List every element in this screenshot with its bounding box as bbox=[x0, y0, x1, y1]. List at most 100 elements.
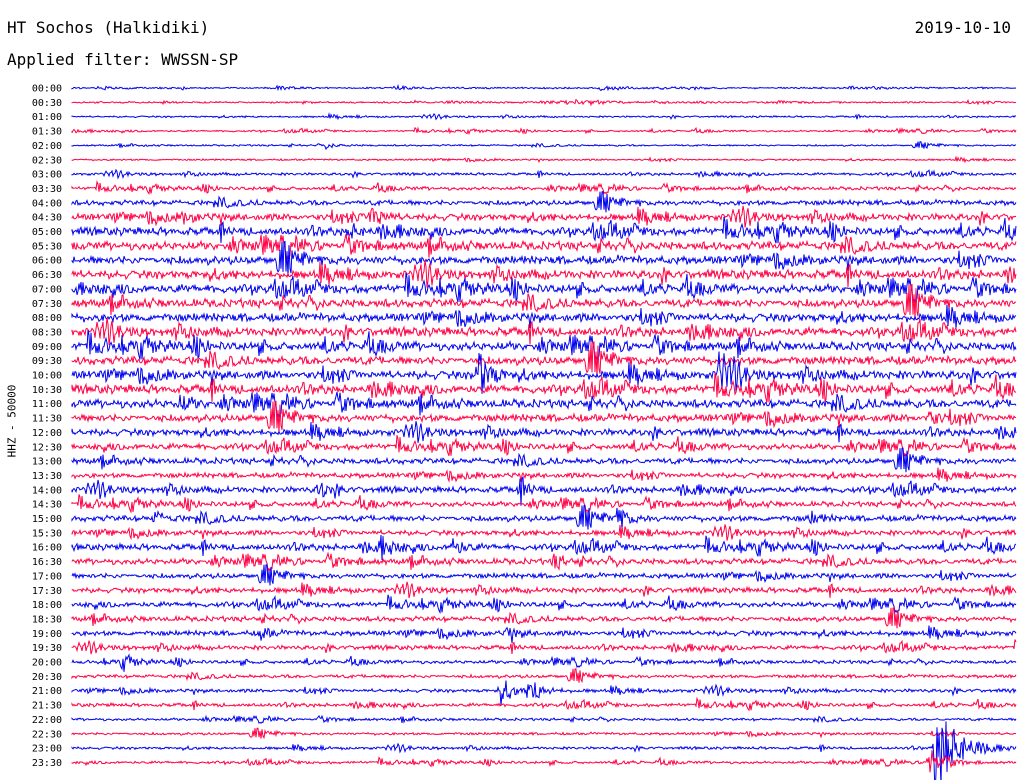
station-title: HT Sochos (Halkidiki) bbox=[7, 18, 210, 37]
trace-row-15:30 bbox=[71, 524, 1017, 541]
trace-row-20:00 bbox=[71, 653, 1017, 672]
row-time-label: 00:00 bbox=[32, 84, 62, 95]
row-time-label: 18:30 bbox=[32, 614, 62, 625]
trace-row-02:00 bbox=[71, 141, 1016, 151]
trace-row-08:00 bbox=[71, 304, 1017, 329]
trace-row-11:30 bbox=[71, 400, 1017, 433]
row-time-label: 10:00 bbox=[32, 371, 62, 382]
row-time-label: 13:30 bbox=[32, 471, 62, 482]
trace-row-13:30 bbox=[71, 467, 1017, 483]
trace-row-18:30 bbox=[71, 607, 1017, 629]
row-time-label: 04:30 bbox=[32, 213, 62, 224]
trace-row-06:30 bbox=[71, 260, 1017, 288]
row-time-label: 06:00 bbox=[32, 256, 62, 267]
trace-row-12:00 bbox=[71, 421, 1017, 443]
time-tick-labels: 00:00 00:30 01:00 01:30 02:00 02:30 03:00 03:30… bbox=[32, 84, 62, 769]
row-time-label: 12:00 bbox=[32, 428, 62, 439]
trace-row-23:30 bbox=[71, 750, 1017, 773]
row-time-label: 13:00 bbox=[32, 457, 62, 468]
trace-row-17:00 bbox=[71, 564, 1017, 586]
trace-row-13:00 bbox=[71, 447, 1017, 473]
row-time-label: 16:00 bbox=[32, 543, 62, 554]
trace-row-14:00 bbox=[71, 475, 1017, 506]
trace-row-23:00 bbox=[71, 721, 1017, 780]
row-time-label: 18:00 bbox=[32, 600, 62, 611]
trace-row-01:30 bbox=[71, 126, 1017, 136]
trace-row-02:30 bbox=[71, 155, 1017, 164]
row-time-label: 00:30 bbox=[32, 98, 62, 109]
trace-row-03:30 bbox=[71, 180, 1017, 195]
trace-row-10:30 bbox=[71, 372, 1017, 403]
row-time-label: 19:00 bbox=[32, 629, 62, 640]
row-time-label: 14:30 bbox=[32, 500, 62, 511]
row-time-label: 03:30 bbox=[32, 184, 62, 195]
trace-row-15:00 bbox=[71, 504, 1017, 530]
row-time-label: 07:30 bbox=[32, 299, 62, 310]
trace-row-00:00 bbox=[71, 84, 1017, 92]
row-time-label: 15:30 bbox=[32, 528, 62, 539]
trace-row-10:00 bbox=[71, 351, 1017, 394]
row-time-label: 22:00 bbox=[32, 715, 62, 726]
row-time-label: 02:00 bbox=[32, 141, 62, 152]
trace-row-16:30 bbox=[71, 551, 1017, 572]
trace-row-06:00 bbox=[71, 240, 1017, 277]
row-time-label: 14:00 bbox=[32, 485, 62, 496]
filter-label: Applied filter: WWSSN-SP bbox=[7, 50, 239, 69]
trace-row-22:30 bbox=[71, 727, 1017, 740]
row-time-label: 16:30 bbox=[32, 557, 62, 568]
trace-row-11:00 bbox=[71, 391, 1017, 418]
trace-row-05:00 bbox=[71, 216, 1017, 244]
trace-row-07:00 bbox=[71, 272, 1017, 304]
row-time-label: 08:30 bbox=[32, 327, 62, 338]
trace-row-16:00 bbox=[71, 534, 1017, 561]
row-time-label: 12:30 bbox=[32, 442, 62, 453]
trace-row-22:00 bbox=[71, 714, 1017, 724]
row-time-label: 15:00 bbox=[32, 514, 62, 525]
trace-row-20:30 bbox=[71, 668, 1017, 684]
row-time-label: 19:30 bbox=[32, 643, 62, 654]
row-time-label: 17:00 bbox=[32, 571, 62, 582]
row-time-label: 11:30 bbox=[32, 414, 62, 425]
trace-row-07:30 bbox=[71, 283, 1017, 320]
row-time-label: 17:30 bbox=[32, 586, 62, 597]
seismogram-traces bbox=[71, 84, 1017, 780]
trace-row-09:00 bbox=[71, 329, 1017, 361]
row-time-label: 05:00 bbox=[32, 227, 62, 238]
trace-row-14:30 bbox=[71, 494, 1017, 514]
row-time-label: 07:00 bbox=[32, 284, 62, 295]
trace-row-09:30 bbox=[71, 341, 1017, 377]
trace-row-21:00 bbox=[71, 680, 1017, 706]
row-time-label: 20:00 bbox=[32, 658, 62, 669]
trace-row-05:30 bbox=[71, 233, 1017, 261]
row-time-label: 21:00 bbox=[32, 686, 62, 697]
trace-row-04:00 bbox=[71, 190, 1017, 213]
row-time-label: 03:00 bbox=[32, 170, 62, 181]
trace-row-00:30 bbox=[71, 98, 1017, 107]
row-time-label: 21:30 bbox=[32, 701, 62, 712]
trace-row-03:00 bbox=[71, 168, 1017, 180]
row-time-label: 23:00 bbox=[32, 744, 62, 755]
row-time-label: 05:30 bbox=[32, 241, 62, 252]
trace-row-12:30 bbox=[71, 435, 1017, 458]
row-time-label: 09:30 bbox=[32, 356, 62, 367]
row-time-label: 23:30 bbox=[32, 758, 62, 769]
trace-row-01:00 bbox=[71, 112, 1017, 121]
trace-row-04:30 bbox=[71, 205, 1017, 228]
trace-row-21:30 bbox=[71, 696, 1017, 712]
row-time-label: 01:00 bbox=[32, 112, 62, 123]
row-time-label: 20:30 bbox=[32, 672, 62, 683]
trace-row-17:30 bbox=[71, 581, 1017, 599]
trace-row-19:30 bbox=[71, 639, 1017, 655]
row-time-label: 22:30 bbox=[32, 729, 62, 740]
trace-row-18:00 bbox=[71, 594, 1017, 615]
row-time-label: 06:30 bbox=[32, 270, 62, 281]
row-time-label: 04:00 bbox=[32, 198, 62, 209]
row-time-label: 02:30 bbox=[32, 155, 62, 166]
row-time-label: 09:00 bbox=[32, 342, 62, 353]
record-date: 2019-10-10 bbox=[914, 18, 1011, 37]
row-time-label: 11:00 bbox=[32, 399, 62, 410]
trace-row-19:00 bbox=[71, 625, 1017, 644]
row-time-label: 10:30 bbox=[32, 385, 62, 396]
row-time-label: 01:30 bbox=[32, 127, 62, 138]
